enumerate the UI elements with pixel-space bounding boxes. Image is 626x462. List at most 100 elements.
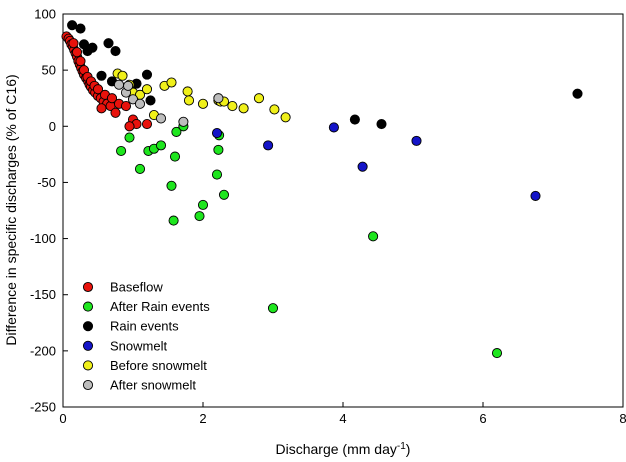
point-1-6	[166, 180, 177, 191]
y-tick-label-0: -250	[30, 400, 56, 415]
point-1-0	[116, 145, 127, 157]
y-tick-label-2: -150	[30, 287, 56, 302]
point-1-13	[211, 169, 223, 180]
point-4-1	[117, 70, 128, 81]
point-5-2	[123, 80, 134, 91]
point-2-0	[67, 20, 78, 31]
legend-label-3: Snowmelt	[110, 338, 167, 353]
point-2-6	[82, 46, 93, 57]
legend-marker-3	[82, 340, 94, 351]
point-4-10	[197, 98, 209, 109]
point-5-0	[113, 79, 125, 90]
x-tick-label-3: 6	[479, 411, 486, 426]
point-2-11	[145, 95, 156, 106]
y-tick-label-6: 50	[42, 63, 56, 78]
series-0	[61, 31, 153, 132]
point-2-7	[96, 70, 107, 81]
point-2-9	[141, 69, 153, 80]
point-0-25	[71, 47, 83, 58]
point-1-12	[197, 199, 209, 210]
x-axis-label-superscript: -1	[397, 441, 406, 452]
point-1-17	[267, 303, 279, 314]
point-1-5	[155, 140, 167, 151]
point-1-8	[171, 126, 182, 137]
y-tick-label-4: -50	[37, 175, 56, 190]
legend-label-4: Before snowmelt	[110, 358, 207, 373]
point-5-4	[134, 98, 146, 109]
x-tick-label-2: 4	[339, 411, 346, 426]
point-4-15	[238, 103, 249, 114]
point-4-7	[166, 77, 177, 88]
point-4-18	[280, 112, 291, 123]
legend-label-0: Baseflow	[110, 280, 163, 295]
point-1-2	[134, 163, 146, 175]
point-1-1	[124, 132, 135, 143]
point-0-31	[92, 84, 104, 95]
legend-marker-2	[82, 321, 94, 332]
point-4-9	[183, 95, 195, 106]
legend-marker-1	[82, 301, 94, 312]
point-4-17	[269, 104, 280, 115]
x-tick-label-1: 2	[199, 411, 206, 426]
point-0-40	[141, 118, 153, 130]
legend-marker-4	[82, 360, 94, 371]
point-2-1	[75, 23, 86, 34]
point-5-3	[127, 94, 139, 105]
point-4-5	[141, 84, 153, 95]
point-3-3	[357, 161, 368, 172]
point-1-16	[218, 189, 230, 200]
point-2-4	[103, 38, 114, 49]
y-tick-label-3: -100	[30, 231, 56, 246]
point-0-37	[110, 107, 121, 118]
legend-label-5: After snowmelt	[110, 378, 196, 393]
point-3-2	[328, 122, 339, 133]
series-2	[67, 20, 583, 130]
point-2-12	[349, 114, 360, 125]
legend-label-1: After Rain events	[110, 299, 210, 314]
legend-marker-0	[82, 281, 94, 293]
point-0-24	[68, 38, 79, 49]
point-1-18	[368, 231, 379, 242]
y-tick-label-7: 100	[34, 7, 56, 22]
point-0-26	[75, 56, 86, 67]
point-1-19	[491, 348, 503, 359]
point-2-5	[110, 46, 121, 57]
point-3-1	[263, 140, 274, 151]
axis-ticks	[62, 13, 624, 408]
point-1-7	[169, 151, 181, 162]
point-5-7	[213, 93, 224, 104]
y-axis-label: Difference in specific discharges (% of …	[3, 74, 19, 345]
point-0-36	[96, 103, 107, 114]
point-3-5	[530, 190, 541, 201]
series-3	[211, 122, 541, 201]
point-4-8	[182, 86, 193, 97]
y-tick-label-5: 0	[49, 119, 56, 134]
point-5-6	[178, 116, 189, 127]
point-3-0	[211, 127, 223, 139]
point-0-35	[120, 101, 132, 112]
axis-tick-labels: 0 2 4 6 8 -250 -200 -150 -100 -50 0 50 100	[30, 7, 626, 427]
point-1-10	[168, 215, 179, 226]
data-points	[61, 20, 583, 359]
point-1-14	[213, 144, 224, 155]
series-1	[116, 121, 503, 359]
point-5-5	[155, 113, 167, 124]
x-tick-label-0: 0	[59, 411, 66, 426]
legend-label-2: Rain events	[110, 319, 179, 334]
series-5	[113, 79, 224, 127]
legend-marker-5	[82, 379, 94, 391]
point-3-4	[411, 135, 422, 146]
legend: Baseflow After Rain events Rain events Snow…	[82, 280, 210, 393]
point-0-33	[106, 93, 118, 104]
y-tick-label-1: -200	[30, 343, 56, 358]
point-2-14	[572, 88, 583, 99]
point-4-14	[227, 101, 238, 112]
point-4-16	[253, 93, 265, 104]
x-tick-label-4: 8	[619, 411, 626, 426]
point-0-41	[124, 121, 135, 132]
x-axis-label-close: )	[406, 441, 411, 457]
x-axis-label: Discharge (mm day-1)	[276, 441, 411, 457]
point-2-13	[376, 118, 387, 130]
point-1-11	[194, 211, 205, 222]
